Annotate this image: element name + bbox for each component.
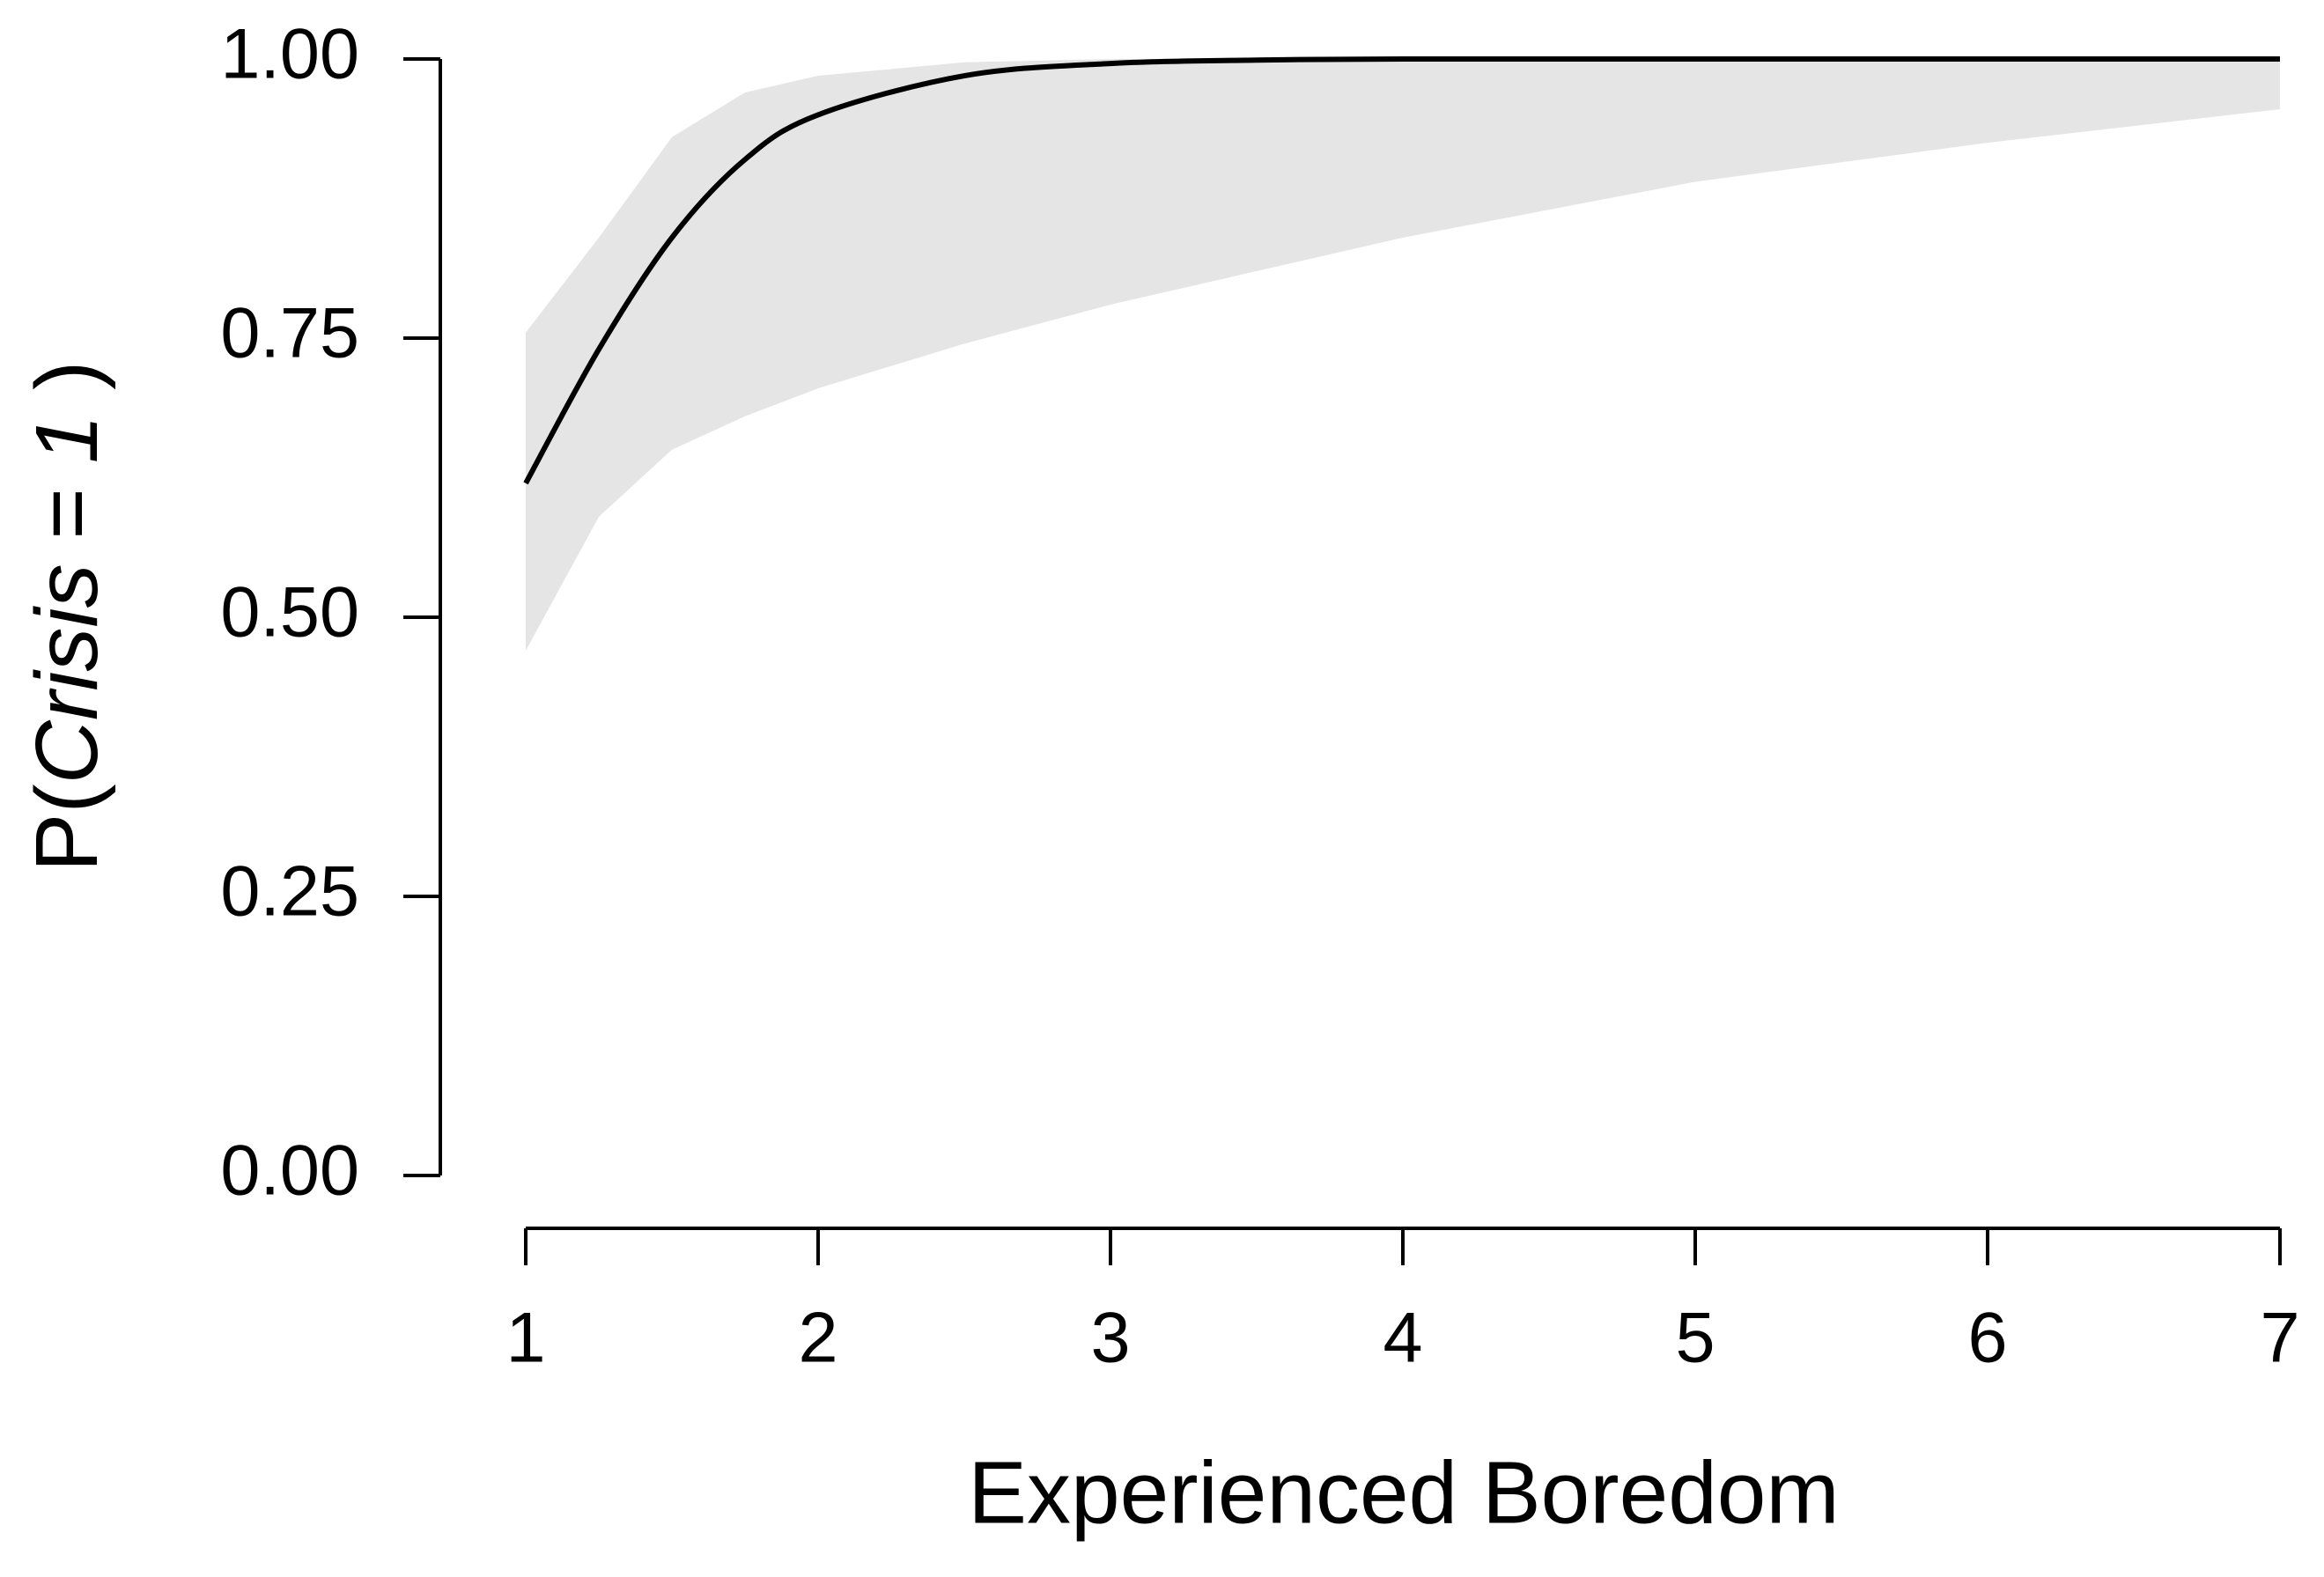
line (523, 55, 2280, 485)
y-axis-title-part: ) (18, 361, 116, 415)
y-axis-title-part: 1 (18, 415, 116, 464)
y-tick-label: 0.00 (220, 1131, 359, 1210)
confidence-band (526, 59, 2280, 652)
y-axis-title-part: = (18, 463, 116, 564)
x-tick-label: 2 (798, 1298, 837, 1377)
x-tick-label: 4 (1383, 1298, 1422, 1377)
x-tick-label: 6 (1967, 1298, 2007, 1377)
x-tick-label: 1 (505, 1298, 545, 1377)
y-axis-title-part: P( (18, 784, 116, 872)
x-tick-label: 3 (1090, 1298, 1130, 1377)
x-tick-label: 5 (1675, 1298, 1715, 1377)
y-tick-label: 0.75 (220, 293, 359, 372)
y-tick-label: 1.00 (220, 14, 359, 93)
y-axis-title: P(Crisis = 1 ) (18, 361, 116, 873)
y-tick-label: 0.25 (220, 851, 359, 931)
y-tick-label: 0.50 (220, 572, 359, 652)
y-axis-title-part: Crisis (18, 564, 116, 784)
x-axis-title: Experienced Boredom (968, 1443, 1839, 1542)
x-tick-label: 7 (2260, 1298, 2299, 1377)
